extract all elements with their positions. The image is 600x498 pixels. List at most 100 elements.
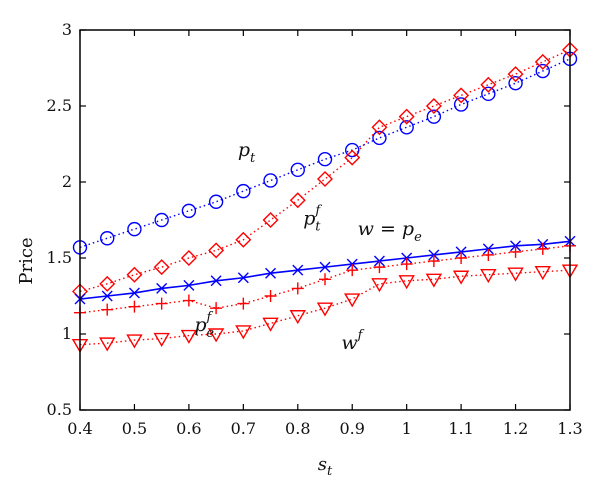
data-point — [344, 149, 361, 166]
series-2 — [74, 235, 576, 305]
data-point — [99, 337, 116, 352]
data-point — [536, 242, 549, 255]
y-tick-label: 0.5 — [47, 400, 72, 419]
data-point — [399, 120, 414, 135]
x-tick-label: 1.2 — [503, 419, 528, 438]
data-point — [371, 119, 388, 136]
data-point — [319, 261, 331, 273]
series-line — [79, 240, 571, 300]
data-point — [371, 278, 388, 293]
data-point — [208, 194, 224, 209]
annotation-1: pf t — [303, 204, 322, 235]
axes-frame — [79, 29, 571, 411]
data-point — [482, 243, 494, 255]
data-point — [289, 310, 306, 325]
x-tick-label: 0.6 — [176, 419, 201, 438]
data-point — [345, 142, 360, 158]
data-point — [346, 264, 359, 277]
x-tick-label: 1 — [402, 419, 412, 438]
series-3 — [74, 239, 576, 319]
data-point — [317, 170, 333, 187]
data-point — [317, 151, 333, 167]
x-tick-label: 0.5 — [122, 419, 147, 438]
data-point — [398, 108, 415, 125]
data-point — [480, 76, 497, 93]
data-point — [262, 317, 279, 332]
data-point — [373, 261, 386, 274]
data-point — [372, 130, 387, 146]
series-line — [79, 269, 571, 346]
data-point — [101, 303, 114, 316]
data-point — [398, 275, 415, 290]
data-point — [427, 255, 440, 268]
data-point — [401, 252, 413, 264]
data-point — [183, 279, 195, 291]
data-point — [346, 258, 358, 270]
data-point — [509, 245, 522, 258]
data-point — [400, 258, 413, 271]
data-point — [237, 297, 250, 310]
data-point — [156, 282, 168, 294]
data-point — [128, 300, 141, 313]
data-point — [425, 273, 443, 288]
y-tick-label: 2 — [62, 172, 72, 191]
data-point — [208, 242, 225, 259]
x-axis-label: st — [318, 454, 333, 479]
x-tick-label: 0.9 — [339, 419, 364, 438]
data-point — [455, 246, 467, 258]
data-point — [100, 231, 115, 246]
data-point — [428, 249, 440, 261]
series-0 — [72, 51, 578, 255]
data-point — [264, 290, 277, 302]
data-point — [127, 221, 142, 237]
annotation-0: pt — [238, 139, 256, 166]
data-point — [126, 266, 143, 283]
data-point — [319, 273, 331, 286]
annotation-3: pf e — [194, 310, 214, 341]
plot-area — [71, 41, 579, 354]
data-point — [210, 302, 223, 315]
data-point — [316, 302, 334, 317]
data-point — [453, 97, 469, 112]
y-tick-label: 1.5 — [47, 248, 72, 267]
annotation-2: w = pe — [358, 218, 422, 245]
data-point — [101, 290, 113, 302]
data-point — [344, 293, 361, 308]
data-point — [128, 287, 140, 299]
data-point — [235, 325, 252, 340]
data-point — [265, 267, 277, 279]
series-line — [79, 49, 571, 293]
data-point — [262, 212, 279, 228]
y-axis-label: Price — [16, 237, 37, 284]
data-point — [235, 231, 252, 248]
data-point — [452, 270, 470, 285]
data-point — [373, 255, 385, 267]
x-tick-label: 0.7 — [231, 419, 256, 438]
x-tick-label: 1.3 — [557, 419, 582, 438]
data-point — [153, 259, 170, 276]
data-point — [455, 252, 468, 264]
data-point — [482, 248, 495, 261]
data-point — [425, 98, 442, 114]
data-point — [289, 192, 306, 209]
data-point — [126, 334, 143, 349]
y-tick-label: 1 — [62, 324, 72, 343]
data-point — [510, 240, 522, 252]
series-4 — [71, 264, 579, 354]
axes: 0.4 0.5 0.6 0.7 0.8 0.9 1 1.1 1.2 1.30.511.522.53 — [47, 20, 583, 438]
data-point — [181, 203, 197, 219]
data-point — [207, 328, 225, 343]
data-point — [99, 275, 116, 292]
data-point — [210, 275, 222, 287]
data-point — [292, 264, 304, 276]
annotation-4: wf — [341, 328, 364, 354]
x-tick-label: 0.4 — [67, 419, 92, 438]
x-tick-label: 0.8 — [285, 419, 310, 438]
data-point — [180, 250, 197, 266]
data-point — [481, 86, 496, 102]
data-point — [508, 75, 523, 91]
data-point — [507, 66, 524, 83]
x-tick-label: 1.1 — [448, 419, 473, 438]
y-tick-label: 2.5 — [47, 96, 72, 115]
